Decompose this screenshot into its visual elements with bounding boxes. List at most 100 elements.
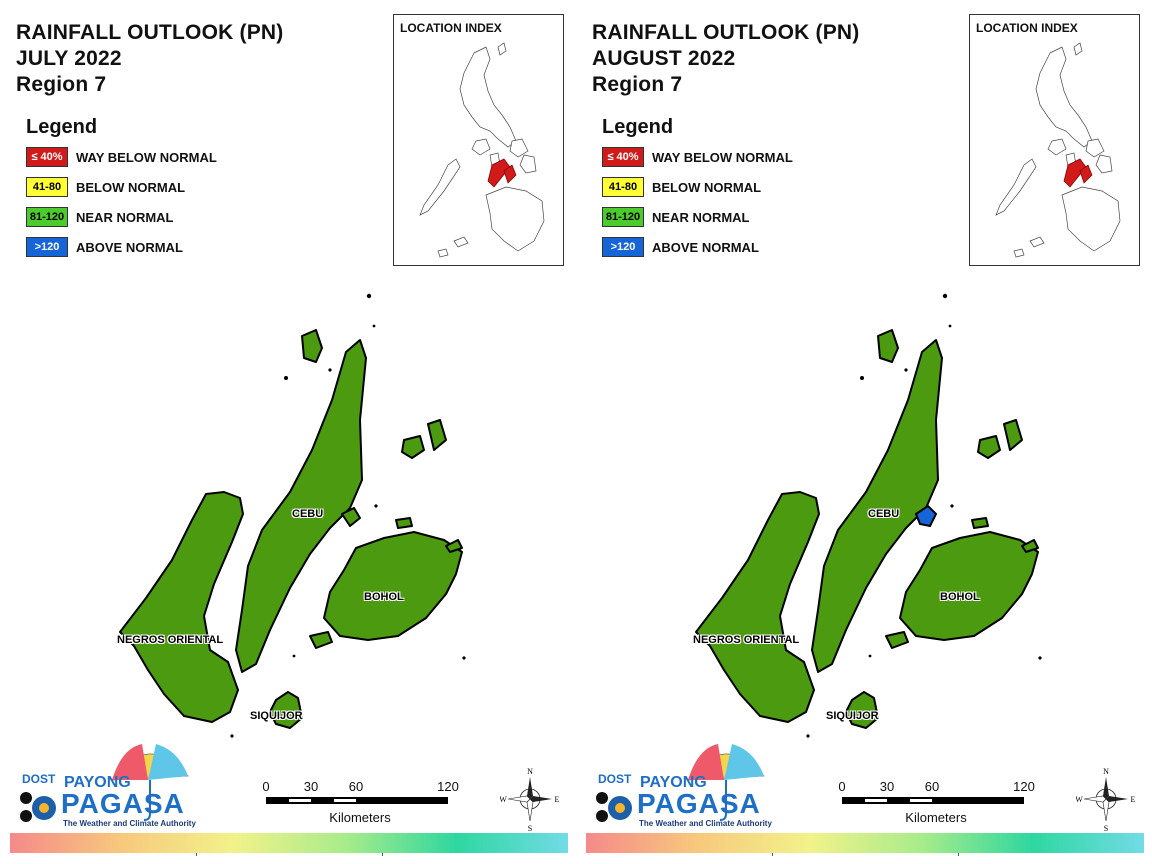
region-7-highlight xyxy=(487,158,517,188)
scale-tick-label: 0 xyxy=(838,779,846,794)
legend-swatch-above: >120 xyxy=(26,237,68,257)
legend-swatch-way-below: ≤ 40% xyxy=(602,147,644,167)
legend-swatch-near: 81-120 xyxy=(602,207,644,227)
label-cebu: CEBU xyxy=(868,508,900,520)
legend-label: WAY BELOW NORMAL xyxy=(76,150,217,165)
cebu-northern-islet xyxy=(301,329,323,363)
outlook-panel-july: RAINFALL OUTLOOK (PN) JULY 2022 Region 7… xyxy=(10,14,568,856)
legend-item: 41-80 BELOW NORMAL xyxy=(26,177,185,207)
label-cebu: CEBU xyxy=(292,508,324,520)
scale-tick-label: 120 xyxy=(437,779,459,794)
legend-swatch-below: 41-80 xyxy=(602,177,644,197)
label-negros-oriental: NEGROS ORIENTAL xyxy=(693,634,800,646)
legend-label: NEAR NORMAL xyxy=(76,210,174,225)
legend-label: BELOW NORMAL xyxy=(652,180,762,195)
province-siquijor xyxy=(269,691,303,729)
scale-tick-label: 60 xyxy=(348,779,364,794)
legend-item: 81-120 NEAR NORMAL xyxy=(602,207,750,237)
province-negros-oriental xyxy=(695,491,820,723)
map-title: RAINFALL OUTLOOK (PN) AUGUST 2022 Region… xyxy=(592,20,859,98)
legend-swatch-above: >120 xyxy=(602,237,644,257)
outlook-panel-august: RAINFALL OUTLOOK (PN) AUGUST 2022 Region… xyxy=(576,0,1152,864)
location-index-title: LOCATION INDEX xyxy=(976,21,1078,35)
logo-pagasa-text: PAGASA xyxy=(61,788,185,819)
region-7-highlight xyxy=(1063,158,1093,188)
compass-s: S xyxy=(1104,824,1108,833)
legend-item: >120 ABOVE NORMAL xyxy=(602,237,759,267)
scale-tick-label: 0 xyxy=(262,779,270,794)
legend-swatch-way-below: ≤ 40% xyxy=(26,147,68,167)
scale-bar: 0 30 60 120 Kilometers xyxy=(255,776,465,826)
label-bohol: BOHOL xyxy=(940,591,980,603)
province-bohol xyxy=(899,531,1039,641)
camotes-island xyxy=(1003,419,1023,451)
camotes-island xyxy=(977,435,1001,459)
legend: Legend ≤ 40% WAY BELOW NORMAL 41-80 BELO… xyxy=(26,116,217,267)
legend-item: ≤ 40% WAY BELOW NORMAL xyxy=(602,147,793,177)
label-bohol: BOHOL xyxy=(364,591,404,603)
footer-gradient-bar xyxy=(10,833,568,856)
scale-unit-label: Kilometers xyxy=(905,810,967,825)
location-index: LOCATION INDEX xyxy=(393,14,564,266)
camotes-island xyxy=(427,419,447,451)
title-line-1: RAINFALL OUTLOOK (PN) xyxy=(592,21,860,44)
logo-dost-text: DOST xyxy=(598,772,632,786)
legend-label: WAY BELOW NORMAL xyxy=(652,150,793,165)
umbrella-icon xyxy=(596,744,765,822)
philippines-outline-map xyxy=(419,42,545,258)
scale-bar-graphic xyxy=(266,797,448,804)
legend-item: 81-120 NEAR NORMAL xyxy=(26,207,174,237)
legend-heading: Legend xyxy=(26,116,98,138)
logo-payong-text: PAYONG xyxy=(640,774,707,791)
legend-item: 41-80 BELOW NORMAL xyxy=(602,177,761,207)
label-siquijor: SIQUIJOR xyxy=(826,710,879,722)
logo-pagasa-text: PAGASA xyxy=(637,788,761,819)
compass-e: E xyxy=(555,795,560,804)
title-month: AUGUST 2022 xyxy=(592,47,736,70)
mactan-island xyxy=(341,507,361,527)
bohol-western-islet xyxy=(309,631,333,649)
scale-tick-label: 30 xyxy=(879,779,895,794)
bohol-east-islet xyxy=(1021,539,1039,553)
scale-tick-label: 30 xyxy=(303,779,319,794)
province-cebu xyxy=(811,339,943,673)
footer-gradient-bar xyxy=(586,833,1144,856)
compass-icon: N S W E xyxy=(1075,767,1136,833)
logo-tagline: The Weather and Climate Authority xyxy=(639,819,772,828)
scale-unit-label: Kilometers xyxy=(329,810,391,825)
compass-w: W xyxy=(1076,795,1083,804)
compass-e: E xyxy=(1131,795,1136,804)
scale-tick-label: 60 xyxy=(924,779,940,794)
title-line-1: RAINFALL OUTLOOK (PN) xyxy=(16,21,284,44)
legend-swatch-below: 41-80 xyxy=(26,177,68,197)
pagasa-logo: DOST PAYONG PAGASA The Weather and Clima… xyxy=(16,740,196,830)
legend-label: NEAR NORMAL xyxy=(652,210,750,225)
province-cebu xyxy=(235,339,367,673)
compass-s: S xyxy=(528,824,532,833)
pagasa-logo: DOST PAYONG PAGASA The Weather and Clima… xyxy=(592,740,772,830)
legend-item: ≤ 40% WAY BELOW NORMAL xyxy=(26,147,217,177)
title-month: JULY 2022 xyxy=(16,47,122,70)
label-siquijor: SIQUIJOR xyxy=(250,710,303,722)
bohol-north-islets xyxy=(395,517,413,529)
province-bohol xyxy=(323,531,463,641)
logo-payong-text: PAYONG xyxy=(64,774,131,791)
legend: Legend ≤ 40% WAY BELOW NORMAL 41-80 BELO… xyxy=(602,116,793,267)
legend-label: ABOVE NORMAL xyxy=(652,240,759,255)
region-7-map xyxy=(695,293,1042,738)
logo-dost-text: DOST xyxy=(22,772,56,786)
location-index-title: LOCATION INDEX xyxy=(400,21,502,35)
label-negros-oriental: NEGROS ORIENTAL xyxy=(117,634,224,646)
compass-n: N xyxy=(527,767,533,776)
province-siquijor xyxy=(845,691,879,729)
compass-w: W xyxy=(500,795,507,804)
region-7-map xyxy=(119,293,466,738)
compass-icon: N S W E xyxy=(499,767,560,833)
legend-heading: Legend xyxy=(602,116,674,138)
legend-swatch-near: 81-120 xyxy=(26,207,68,227)
map-title: RAINFALL OUTLOOK (PN) JULY 2022 Region 7 xyxy=(16,20,283,98)
bohol-north-islets xyxy=(971,517,989,529)
mactan-island-above-normal xyxy=(914,504,938,528)
cebu-northern-islet xyxy=(877,329,899,363)
legend-label: ABOVE NORMAL xyxy=(76,240,183,255)
